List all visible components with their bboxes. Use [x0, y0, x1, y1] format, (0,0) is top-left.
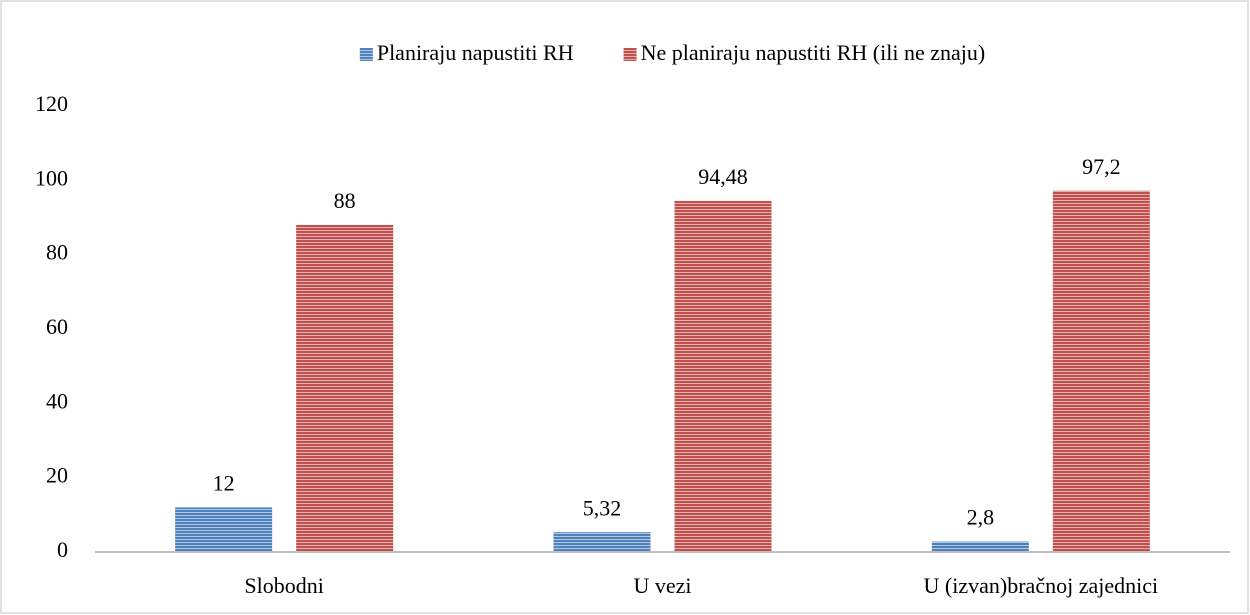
value-label: 94,48 [698, 164, 748, 189]
value-label: 5,32 [583, 495, 622, 520]
y-tick-label: 120 [35, 91, 68, 116]
legend-swatch [359, 48, 373, 61]
bar [296, 224, 394, 552]
y-tick-label: 20 [46, 463, 68, 488]
y-tick-label: 0 [57, 537, 68, 562]
value-label: 12 [213, 470, 235, 495]
x-tick-label: U (izvan)bračnoj zajednici [924, 573, 1159, 598]
bar [931, 541, 1029, 552]
value-label: 2,8 [967, 505, 995, 530]
bar [674, 200, 772, 552]
legend-swatch [623, 48, 637, 61]
y-tick-label: 100 [35, 165, 68, 190]
x-tick-label: U vezi [633, 573, 691, 598]
y-tick-label: 40 [46, 388, 68, 413]
bar [553, 532, 651, 552]
y-tick-label: 60 [46, 314, 68, 339]
legend: Planiraju napustiti RH Ne planiraju napus… [359, 40, 986, 65]
bar [1052, 190, 1150, 553]
value-label: 88 [334, 188, 356, 213]
y-tick-label: 80 [46, 240, 68, 265]
legend-label: Ne planiraju napustiti RH (ili ne znaju) [641, 40, 986, 65]
bar [175, 507, 273, 552]
value-label: 97,2 [1082, 154, 1121, 179]
legend-label: Planiraju napustiti RH [377, 40, 574, 65]
x-tick-label: Slobodni [244, 573, 323, 598]
